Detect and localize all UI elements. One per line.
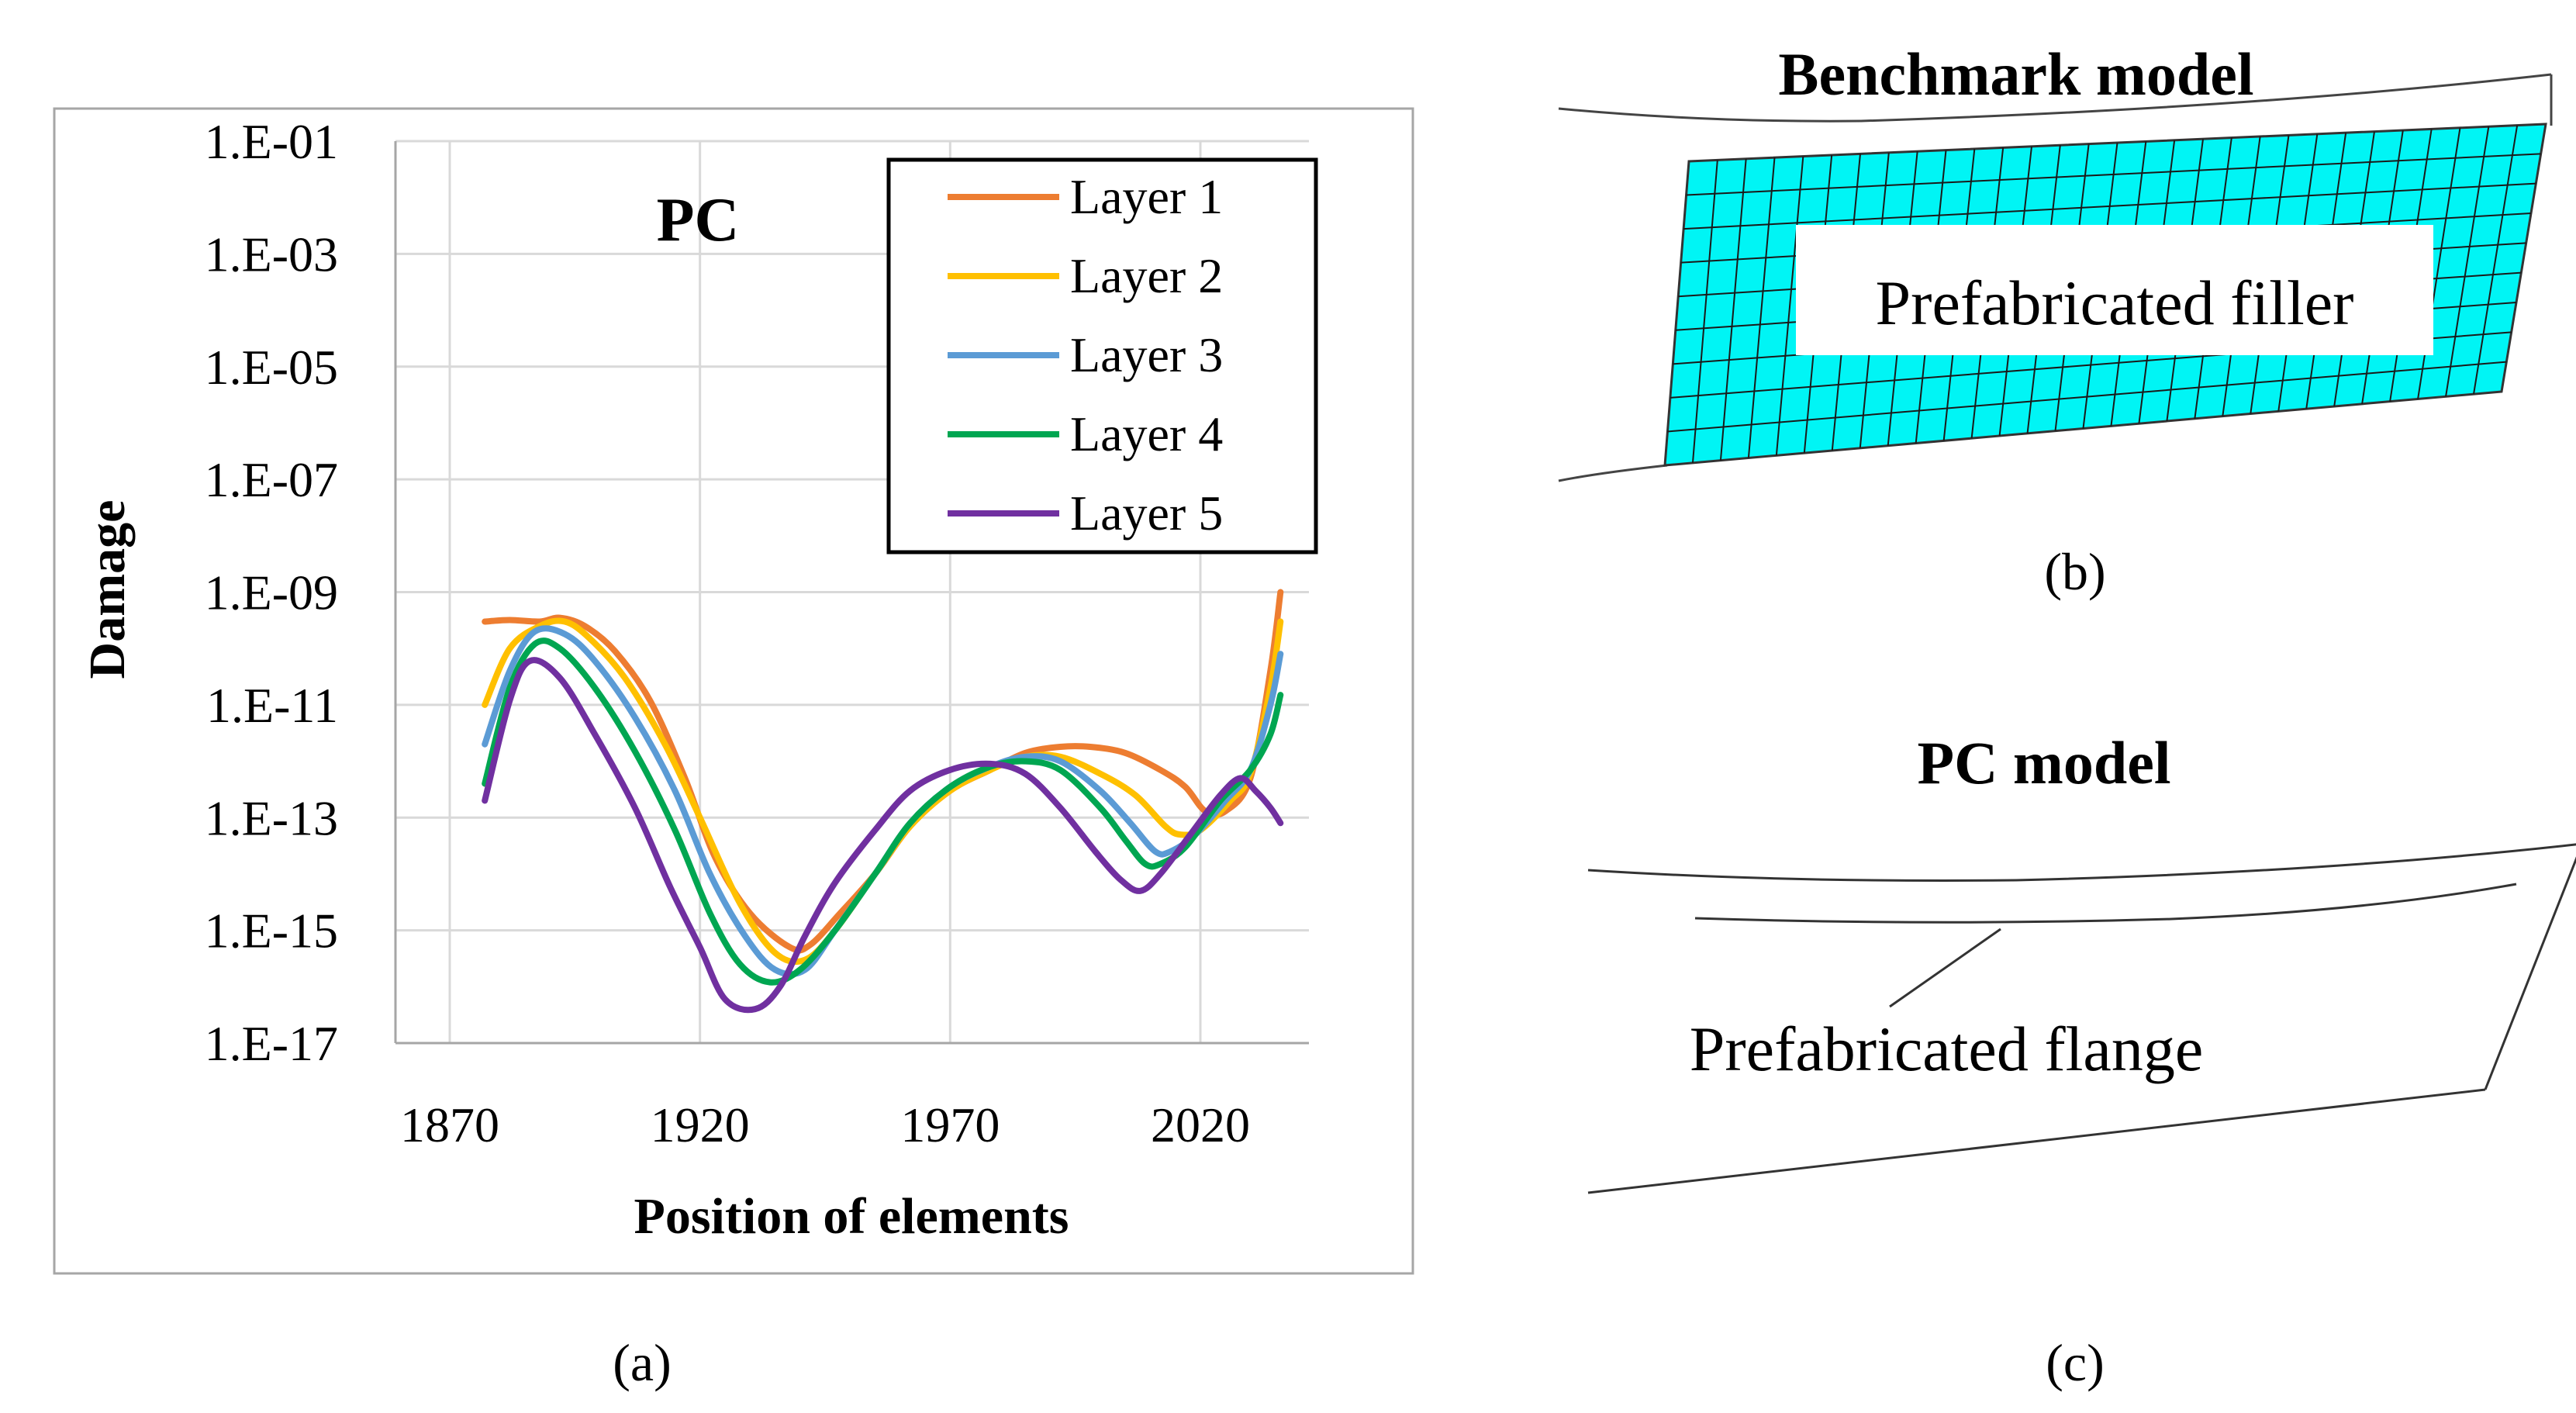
y-tick-label: 1.E-05 (205, 340, 338, 395)
x-tick-labels: 1870 1920 1970 2020 (400, 1097, 1250, 1152)
mesh-line (1747, 157, 1776, 458)
pc-flange-line (1694, 883, 2517, 924)
legend-label-layer-5: Layer 5 (1070, 485, 1223, 541)
panel-b-caption: (b) (2044, 542, 2105, 601)
x-tick-label: 2020 (1151, 1097, 1250, 1152)
pc-right-edge (2484, 856, 2576, 1090)
y-tick-label: 1.E-11 (206, 678, 338, 733)
series-line-layer-5 (482, 657, 1284, 1014)
filler-label-box (1796, 225, 2433, 355)
x-axis-title: Position of elements (634, 1188, 1069, 1245)
panel-a-caption: (a) (613, 1333, 671, 1392)
flange-leader-line (1889, 928, 2001, 1008)
series-lines (482, 589, 1284, 1014)
legend: Layer 1 Layer 2 Layer 3 Layer 4 Layer 5 (886, 157, 1318, 554)
mesh-line (1775, 156, 1804, 456)
legend-box (886, 157, 1318, 554)
panel-a-chart: 1.E-01 1.E-03 1.E-05 1.E-07 1.E-09 1.E-11 1.E-… (53, 107, 1414, 1392)
y-tick-label: 1.E-15 (205, 903, 338, 959)
flange-label: Prefabricated flange (1690, 1014, 2203, 1084)
y-tick-label: 1.E-17 (205, 1016, 338, 1071)
benchmark-bottom-line (1558, 464, 1668, 482)
legend-label-layer-2: Layer 2 (1070, 248, 1223, 303)
mesh-line (2445, 126, 2490, 397)
panel-b-title: Benchmark model (1778, 40, 2253, 108)
legend-label-layer-4: Layer 4 (1070, 406, 1223, 461)
mesh-line (1691, 160, 1718, 463)
pc-top-line (1587, 843, 2576, 882)
y-tick-label: 1.E-09 (205, 565, 338, 620)
y-tick-label: 1.E-03 (205, 226, 338, 282)
x-tick-label: 1970 (900, 1097, 1000, 1152)
mesh-line (2473, 125, 2519, 395)
y-tick-label: 1.E-01 (205, 114, 338, 169)
filler-label: Prefabricated filler (1876, 268, 2354, 338)
mesh-line (1686, 153, 2541, 196)
y-tick-label: 1.E-13 (205, 790, 338, 845)
y-axis-title: Damage (79, 500, 136, 679)
y-tick-labels: 1.E-01 1.E-03 1.E-05 1.E-07 1.E-09 1.E-11 1.E-… (205, 114, 338, 1071)
mesh-line (1667, 361, 2507, 433)
mesh-line (1719, 158, 1747, 461)
mesh-line (1683, 182, 2536, 230)
x-tick-label: 1870 (400, 1097, 499, 1152)
panel-c-caption: (c) (2046, 1333, 2104, 1392)
legend-label-layer-1: Layer 1 (1070, 169, 1223, 224)
x-tick-label: 1920 (651, 1097, 750, 1152)
y-tick-label: 1.E-07 (205, 452, 338, 507)
panel-c-pc-model: PC model Prefabricated flange (c) (1587, 729, 2576, 1392)
legend-label-layer-3: Layer 3 (1070, 327, 1223, 382)
panel-c-title: PC model (1917, 729, 2170, 796)
pc-bottom-line (1587, 1088, 2486, 1194)
benchmark-top-flange-line (1558, 73, 2552, 123)
chart-title: PC (657, 186, 740, 254)
panel-b-benchmark-model: Benchmark model Prefabricated filler (b) (1558, 40, 2553, 601)
